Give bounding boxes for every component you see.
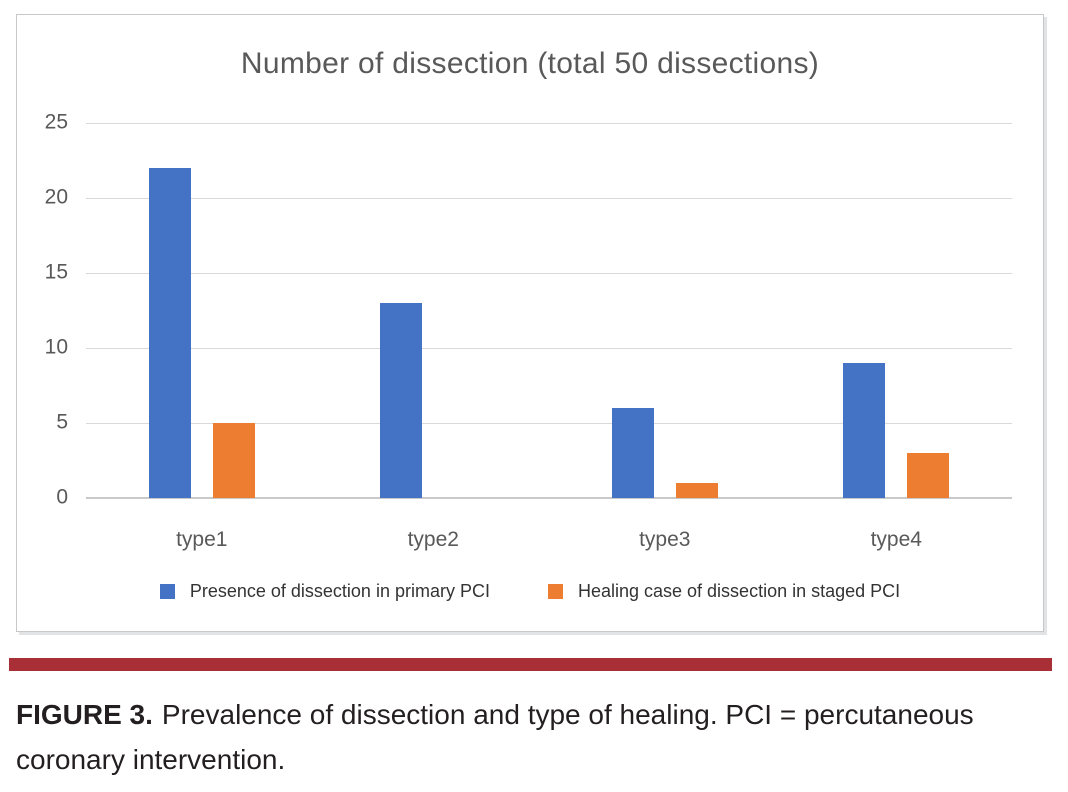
bar-staged-pci-type1 — [212, 423, 255, 498]
gridline — [86, 348, 1012, 349]
y-axis-tick-label: 10 — [44, 335, 68, 359]
figure-caption-text: Prevalence of dissection and type of hea… — [16, 699, 974, 775]
bar-staged-pci-type3 — [675, 483, 718, 498]
x-axis-label-type1: type1 — [176, 528, 228, 551]
bars-container — [86, 123, 1012, 498]
figure-caption-label: FIGURE 3. — [16, 699, 153, 730]
gridline — [86, 423, 1012, 424]
legend-item-primary-pci: Presence of dissection in primary PCI — [159, 581, 490, 602]
gridline — [86, 198, 1012, 199]
category-group-type3 — [549, 123, 781, 498]
x-axis-label-type3: type3 — [639, 528, 691, 551]
category-group-type4 — [781, 123, 1013, 498]
bar-staged-pci-type4 — [907, 453, 950, 498]
legend-swatch-blue-icon — [159, 584, 175, 599]
legend-label-primary-pci: Presence of dissection in primary PCI — [189, 581, 490, 601]
chart-legend: Presence of dissection in primary PCI He… — [17, 581, 1043, 602]
y-axis-tick-label: 5 — [56, 410, 68, 434]
category-group-type2 — [318, 123, 550, 498]
x-axis-label-type2: type2 — [407, 528, 459, 551]
gridline — [86, 273, 1012, 274]
figure-caption: FIGURE 3. Prevalence of dissection and ty… — [16, 692, 1056, 782]
category-group-type1 — [86, 123, 318, 498]
chart-panel: Number of dissection (total 50 dissectio… — [16, 14, 1044, 632]
y-axis-tick-label: 25 — [44, 110, 68, 134]
x-axis-label-type4: type4 — [870, 528, 922, 551]
y-axis-tick-label: 0 — [56, 485, 68, 509]
y-axis-tick-label: 15 — [44, 260, 68, 284]
bar-primary-pci-type1 — [148, 168, 191, 498]
bar-primary-pci-type4 — [843, 363, 886, 498]
legend-label-staged-pci: Healing case of dissection in staged PCI — [577, 581, 901, 601]
gridline — [86, 123, 1012, 124]
chart-title: Number of dissection (total 50 dissectio… — [240, 47, 820, 80]
bar-primary-pci-type3 — [611, 408, 654, 498]
plot-area: 0 5 10 15 20 25 — [45, 111, 1012, 509]
x-axis-line — [86, 497, 1012, 499]
y-axis-tick-label: 20 — [44, 185, 68, 209]
figure-divider-rule — [9, 658, 1052, 671]
legend-item-staged-pci: Healing case of dissection in staged PCI — [547, 581, 901, 602]
legend-swatch-orange-icon — [547, 584, 563, 599]
bar-primary-pci-type2 — [380, 303, 423, 498]
x-axis-labels: type1 type2 type3 type4 — [86, 514, 1012, 552]
